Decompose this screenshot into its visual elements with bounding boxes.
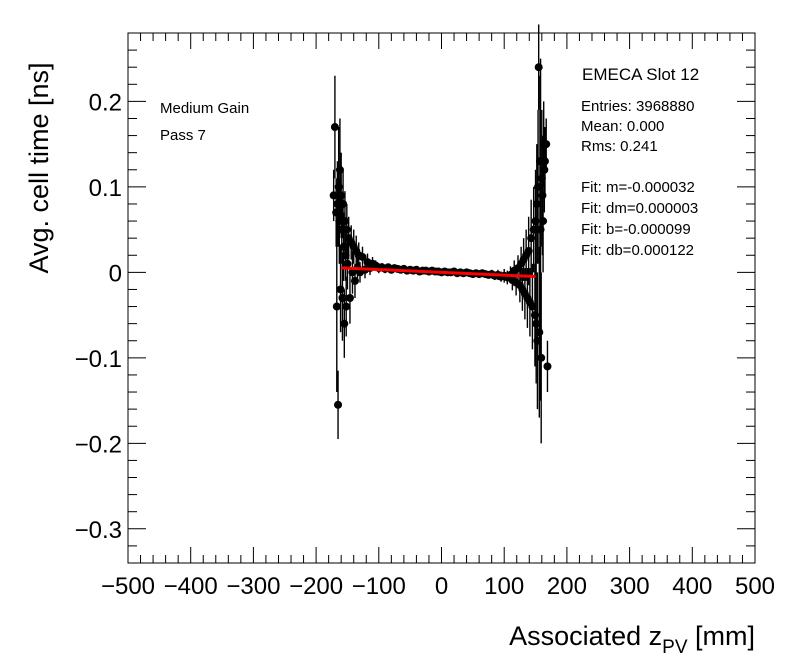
data-point bbox=[532, 199, 541, 208]
x-tick-label: 500 bbox=[735, 573, 775, 600]
stats-fit-b: Fit: b=-0.000099 bbox=[581, 221, 691, 238]
x-tick-label: 0 bbox=[435, 573, 448, 600]
y-tick-label: 0.1 bbox=[89, 175, 122, 202]
data-point bbox=[539, 217, 548, 226]
data-point bbox=[340, 217, 349, 226]
data-point bbox=[332, 302, 341, 311]
x-tick-label: −500 bbox=[101, 573, 155, 600]
x-tick-label: −200 bbox=[289, 573, 343, 600]
data-point bbox=[338, 294, 347, 302]
data-point bbox=[336, 285, 345, 294]
x-tick-label: −400 bbox=[164, 573, 218, 600]
data-point bbox=[330, 123, 339, 132]
y-tick-label: 0.2 bbox=[89, 89, 122, 116]
data-point bbox=[339, 199, 348, 208]
y-tick-label: −0.2 bbox=[75, 431, 122, 458]
y-axis-label: Avg. cell time [ns] bbox=[24, 62, 54, 273]
x-tick-label: 200 bbox=[547, 573, 587, 600]
stats-rms: Rms: 0.241 bbox=[581, 138, 658, 155]
data-point bbox=[542, 140, 551, 149]
data-point bbox=[540, 157, 549, 166]
data-marks bbox=[329, 24, 552, 444]
stats-fit-dm: Fit: dm=0.000003 bbox=[581, 200, 698, 217]
x-tick-label: −300 bbox=[226, 573, 280, 600]
data-point bbox=[358, 252, 367, 261]
x-tick-label: −100 bbox=[352, 573, 406, 600]
data-point bbox=[342, 225, 351, 234]
stats-mean: Mean: 0.000 bbox=[581, 118, 664, 135]
stats-title: EMECA Slot 12 bbox=[582, 65, 699, 84]
y-tick-label: −0.3 bbox=[75, 517, 122, 544]
y-tick-label: 0 bbox=[109, 260, 122, 287]
data-point bbox=[342, 302, 351, 311]
data-point bbox=[534, 63, 543, 72]
y-tick-label: −0.1 bbox=[75, 346, 122, 373]
stats-fit-m: Fit: m=-0.000032 bbox=[581, 179, 695, 196]
data-point bbox=[345, 294, 354, 302]
data-point bbox=[535, 328, 544, 337]
annotation-pass: Pass 7 bbox=[160, 127, 206, 144]
stats-entries: Entries: 3968880 bbox=[581, 98, 694, 115]
annotation-gain: Medium Gain bbox=[160, 100, 249, 117]
data-point bbox=[537, 353, 546, 362]
data-point bbox=[343, 259, 352, 268]
data-point bbox=[340, 319, 349, 328]
stats-fit-db: Fit: db=0.000122 bbox=[581, 242, 694, 259]
axes: −500 −400 −300 −200 −100 0 100 200 300 400 500 −0.3… bbox=[75, 32, 775, 600]
x-tick-label: 400 bbox=[672, 573, 712, 600]
x-axis-label: Associated zPV [mm] bbox=[509, 621, 755, 658]
x-tick-label: 300 bbox=[610, 573, 650, 600]
data-point bbox=[532, 319, 541, 328]
x-tick-label: 100 bbox=[484, 573, 524, 600]
data-point bbox=[543, 362, 552, 371]
fit-line bbox=[341, 266, 536, 279]
data-point bbox=[334, 400, 343, 409]
data-point bbox=[335, 165, 344, 174]
